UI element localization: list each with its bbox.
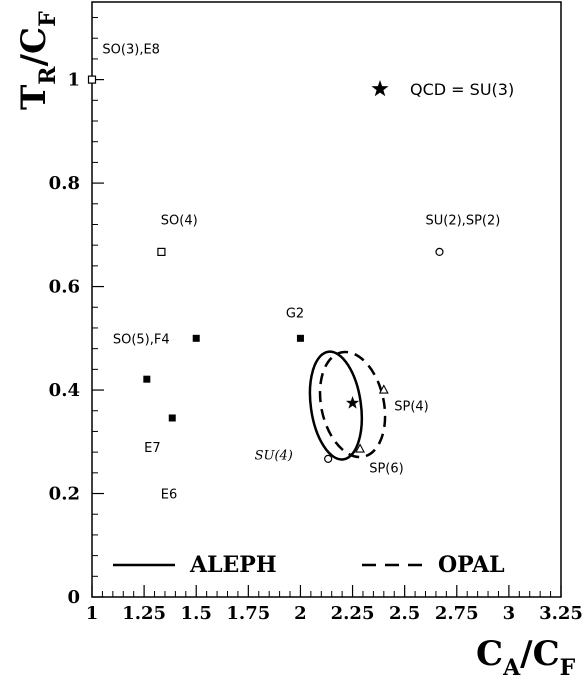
ellipse-opal bbox=[318, 350, 387, 459]
qcd-legend: QCD = SU(3) bbox=[371, 80, 514, 99]
qcd-legend-label: QCD = SU(3) bbox=[410, 80, 514, 99]
label-so3-e8: SO(3),E8 bbox=[102, 43, 160, 58]
x-tick-label: 2.75 bbox=[435, 603, 479, 624]
x-tick-label: 1.5 bbox=[181, 603, 212, 624]
point-su2-sp2 bbox=[435, 247, 444, 256]
label-sp4: SP(4) bbox=[394, 400, 429, 415]
point-qcd bbox=[345, 395, 360, 409]
label-e6: E6 bbox=[161, 488, 178, 503]
label-su4: SU(4) bbox=[255, 449, 293, 464]
point-labels: SO(3),E8 SO(4) SU(2),SP(2) SO(5),F4 G2 E7 E6 SP… bbox=[102, 43, 500, 503]
point-e7 bbox=[143, 375, 151, 383]
x-tick-label: 1 bbox=[86, 603, 99, 624]
qcd-legend-star-icon bbox=[371, 80, 389, 97]
legend-aleph-label: ALEPH bbox=[189, 552, 277, 578]
point-g2 bbox=[296, 334, 304, 342]
y-axis-title: TR/CF bbox=[14, 11, 61, 110]
contour-ellipses bbox=[308, 350, 387, 461]
ellipse-aleph bbox=[308, 350, 364, 461]
series-legend: ALEPH OPAL bbox=[113, 552, 505, 578]
label-so5-f4: SO(5),F4 bbox=[113, 332, 170, 347]
data-points bbox=[87, 75, 444, 463]
x-tick-label: 2.25 bbox=[331, 603, 375, 624]
point-sp6 bbox=[355, 443, 365, 453]
legend-opal-label: OPAL bbox=[438, 552, 505, 578]
x-tick-label: 3 bbox=[503, 603, 516, 624]
y-tick-label: 0.6 bbox=[49, 277, 80, 298]
axis-ticks bbox=[91, 17, 562, 598]
plot-frame bbox=[91, 1, 562, 598]
y-tick-label: 1 bbox=[67, 70, 80, 91]
label-e7: E7 bbox=[144, 441, 161, 456]
x-tick-label: 1.75 bbox=[226, 603, 270, 624]
label-sp6: SP(6) bbox=[369, 462, 404, 477]
point-so3-e8 bbox=[87, 75, 97, 84]
label-g2: G2 bbox=[286, 306, 304, 321]
x-tick-labels: 1 1.25 1.5 1.75 2 2.25 2.5 2.75 3 3.25 bbox=[86, 603, 582, 624]
x-axis-title: CA/CF bbox=[476, 634, 576, 677]
point-e6 bbox=[168, 414, 176, 422]
y-tick-label: 0 bbox=[67, 587, 80, 608]
x-tick-label: 2 bbox=[294, 603, 307, 624]
label-so4: SO(4) bbox=[161, 213, 198, 228]
point-so5-f4 bbox=[192, 334, 200, 342]
label-su2-sp2: SU(2),SP(2) bbox=[426, 213, 501, 228]
point-su4 bbox=[324, 454, 333, 463]
point-sp4 bbox=[378, 384, 389, 394]
point-so4 bbox=[157, 247, 166, 256]
y-tick-labels: 0 0.2 0.4 0.6 0.8 1 bbox=[49, 70, 80, 608]
y-tick-label: 0.8 bbox=[49, 173, 80, 194]
y-tick-label: 0.2 bbox=[49, 484, 80, 505]
x-tick-label: 1.25 bbox=[122, 603, 166, 624]
x-tick-label: 3.25 bbox=[539, 603, 582, 624]
x-tick-label: 2.5 bbox=[389, 603, 420, 624]
y-tick-label: 0.4 bbox=[49, 380, 80, 401]
